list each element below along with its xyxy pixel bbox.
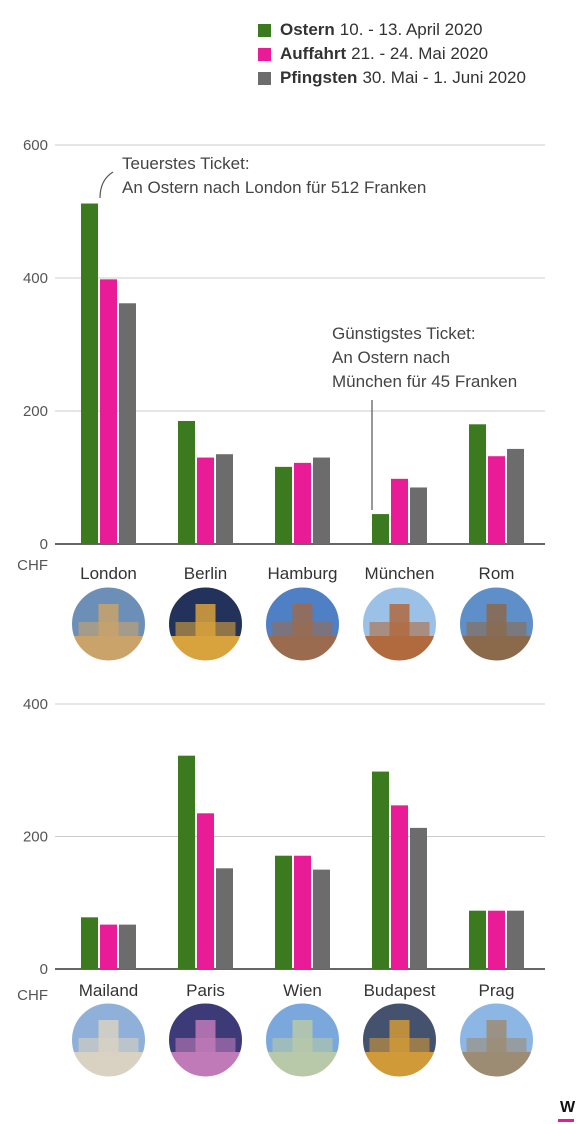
bar-ostern [469, 910, 486, 969]
bar-auffahrt [294, 855, 311, 969]
annotation-text: München für 45 Franken [332, 372, 517, 391]
belvedere-palace-icon [265, 1002, 340, 1078]
y-unit-label: CHF [17, 557, 48, 574]
bar-ostern [81, 203, 98, 544]
bar-auffahrt [197, 813, 214, 969]
category-label: Hamburg [268, 564, 338, 583]
category-label: Rom [479, 564, 515, 583]
bar-pfingsten [410, 827, 427, 969]
brand-logo: W [560, 1099, 576, 1116]
category-label: Berlin [184, 564, 227, 583]
legend-swatch [258, 23, 271, 37]
annotation-text: An Ostern nach [332, 348, 450, 367]
annotation-text: Günstigstes Ticket: [332, 324, 476, 343]
annotation-text: Teuerstes Ticket: [122, 154, 250, 173]
bar-ostern [178, 420, 195, 544]
bar-pfingsten [507, 910, 524, 969]
legend-item-auffahrt: Auffahrt 21. - 24. Mai 2020 [258, 42, 526, 66]
bar-pfingsten [313, 869, 330, 969]
y-tick-label: 0 [40, 961, 48, 978]
annotation-leader [99, 171, 114, 199]
bar-ostern [469, 424, 486, 544]
legend: Ostern 10. - 13. April 2020 Auffahrt 21.… [258, 18, 526, 90]
legend-item-ostern: Ostern 10. - 13. April 2020 [258, 18, 526, 42]
category-label: München [365, 564, 435, 583]
bar-pfingsten [410, 487, 427, 544]
y-tick-label: 600 [23, 137, 48, 154]
bar-pfingsten [216, 454, 233, 544]
bar-auffahrt [391, 805, 408, 969]
y-tick-label: 200 [23, 403, 48, 420]
bar-auffahrt [197, 457, 214, 544]
brand-logo-bar [558, 1119, 574, 1122]
bar-pfingsten [119, 924, 136, 969]
category-label: London [80, 564, 137, 583]
bar-auffahrt [100, 279, 117, 544]
y-unit-label: CHF [17, 987, 48, 1004]
eiffel-tower-icon [168, 1002, 243, 1078]
legend-label: Ostern [280, 20, 335, 39]
category-label: Mailand [79, 981, 139, 1000]
legend-item-pfingsten: Pfingsten 30. Mai - 1. Juni 2020 [258, 66, 526, 90]
bar-ostern [81, 917, 98, 969]
bar-ostern [372, 771, 389, 969]
milan-cathedral-icon [71, 1002, 146, 1078]
legend-dates: 21. - 24. Mai 2020 [351, 44, 489, 63]
y-tick-label: 200 [23, 829, 48, 846]
bar-ostern [275, 466, 292, 544]
bar-ostern [178, 755, 195, 969]
tyn-church-icon [459, 1002, 534, 1078]
legend-dates: 10. - 13. April 2020 [339, 20, 483, 39]
legend-dates: 30. Mai - 1. Juni 2020 [362, 68, 526, 87]
legend-label: Auffahrt [280, 44, 347, 63]
category-label: Wien [283, 981, 322, 1000]
bar-pfingsten [313, 457, 330, 544]
bar-pfingsten [119, 303, 136, 544]
big-ben-icon [71, 586, 146, 662]
y-tick-label: 400 [23, 696, 48, 713]
bar-auffahrt [100, 924, 117, 969]
bar-auffahrt [294, 462, 311, 544]
category-label: Budapest [364, 981, 436, 1000]
bar-pfingsten [216, 868, 233, 969]
category-label: Prag [479, 981, 515, 1000]
category-label: Paris [186, 981, 225, 1000]
bar-ostern [372, 514, 389, 544]
y-tick-label: 0 [40, 536, 48, 553]
bar-pfingsten [507, 448, 524, 544]
bar-auffahrt [391, 478, 408, 544]
elbphilharmonie-icon [265, 586, 340, 662]
legend-swatch [258, 47, 271, 61]
bar-auffahrt [488, 910, 505, 969]
parliament-building-icon [362, 1002, 437, 1078]
brandenburg-gate-icon [168, 586, 243, 662]
colosseum-icon [459, 586, 534, 662]
bar-ostern [275, 855, 292, 969]
frauenkirche-icon [362, 586, 437, 662]
legend-label: Pfingsten [280, 68, 358, 87]
bar-auffahrt [488, 456, 505, 544]
annotation-text: An Ostern nach London für 512 Franken [122, 178, 426, 197]
legend-swatch [258, 71, 271, 85]
y-tick-label: 400 [23, 270, 48, 287]
